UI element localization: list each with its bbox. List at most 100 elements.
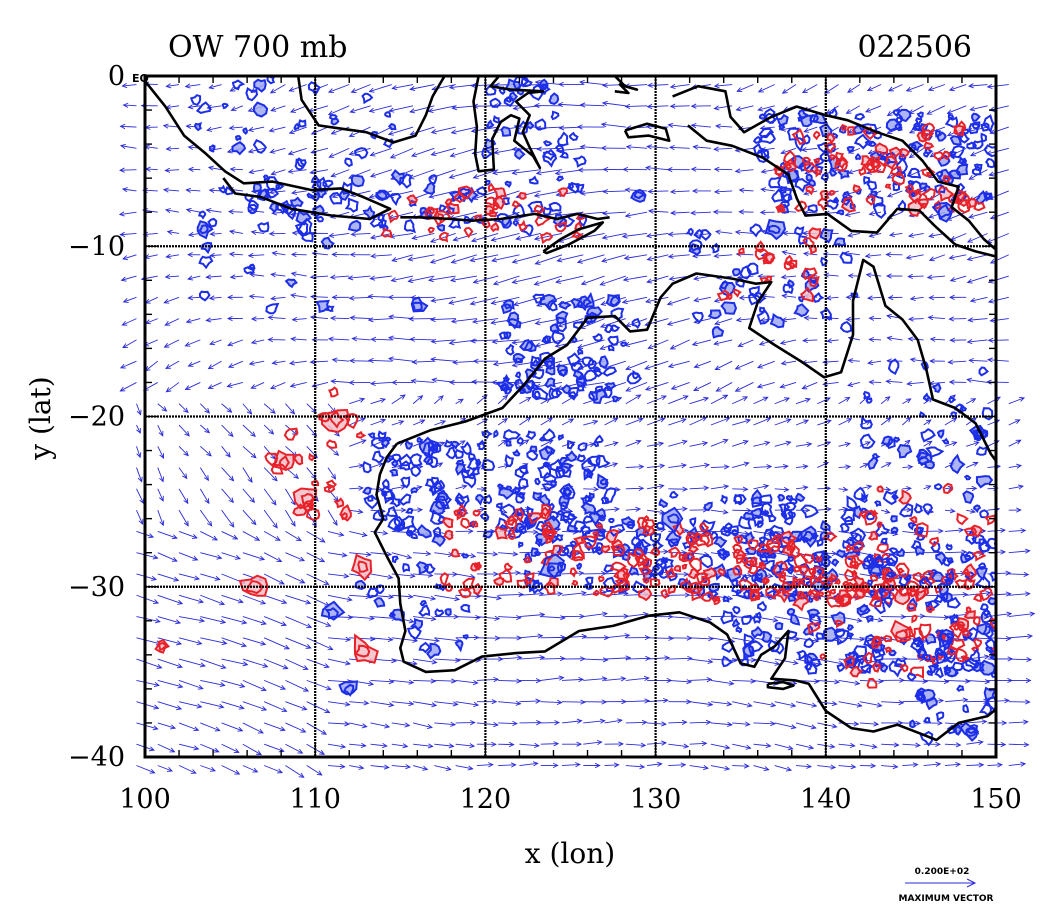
wind-vector	[693, 296, 712, 303]
wind-vector	[888, 232, 903, 238]
contour-line	[812, 594, 820, 602]
contour-line	[752, 142, 763, 156]
contour-line	[983, 144, 996, 158]
contour-line	[928, 536, 940, 548]
wind-vector	[452, 359, 477, 365]
wind-vector	[844, 211, 860, 217]
contour-line	[421, 440, 435, 460]
wind-vector	[668, 679, 693, 685]
contour-line	[617, 578, 631, 593]
wind-vector	[906, 381, 924, 387]
wind-vector	[455, 701, 480, 707]
wind-vector	[226, 315, 243, 322]
contour-line	[296, 157, 307, 168]
contour-line	[948, 169, 962, 180]
wind-vector	[369, 275, 392, 281]
wind-vector	[184, 83, 201, 89]
wind-vector	[327, 509, 338, 526]
wind-vector	[738, 187, 754, 193]
wind-vector	[779, 382, 797, 389]
contour-line	[307, 81, 321, 97]
wind-vector	[157, 530, 178, 540]
contour-line	[819, 576, 828, 586]
wind-vector	[430, 296, 456, 303]
contour-fill	[411, 297, 428, 312]
reference-vector-value: 0.200E+02	[915, 867, 970, 877]
contour-line	[784, 162, 792, 170]
wind-vector	[989, 317, 1009, 323]
contour-fill	[897, 445, 912, 458]
wind-vector	[966, 339, 988, 345]
wind-vector	[430, 356, 456, 363]
wind-vector	[604, 762, 620, 768]
wind-vector	[221, 637, 247, 648]
wind-vector	[391, 379, 414, 386]
wind-vector	[389, 147, 414, 159]
wind-vector	[263, 552, 283, 563]
contour-line	[980, 132, 988, 142]
wind-vector	[625, 417, 644, 426]
contour-line	[935, 650, 947, 665]
contour-line	[548, 201, 562, 212]
contour-line	[572, 155, 587, 168]
contour-line	[805, 185, 815, 196]
contour-line	[525, 379, 536, 391]
contour-line	[265, 187, 280, 199]
wind-vector	[228, 251, 243, 257]
contour-line	[459, 192, 468, 202]
contour-line	[837, 168, 850, 180]
wind-vector	[668, 592, 691, 598]
wind-vector	[450, 254, 478, 264]
contour-line	[948, 395, 957, 404]
wind-vector	[774, 440, 792, 447]
contour-line	[914, 526, 922, 535]
contour-line	[942, 175, 952, 183]
contour-line	[891, 171, 906, 186]
contour-line	[725, 293, 733, 301]
contour-line	[866, 677, 878, 689]
contour-line	[776, 205, 784, 213]
wind-vector	[330, 169, 350, 178]
contour-line	[810, 566, 825, 580]
wind-vector	[693, 360, 712, 369]
contour-line	[807, 204, 818, 214]
wind-vector	[498, 655, 523, 661]
contour-line	[979, 509, 990, 519]
wind-vector	[413, 551, 432, 557]
wind-vector	[498, 591, 525, 598]
contour-line	[463, 226, 474, 239]
wind-vector	[646, 395, 667, 405]
wind-vector	[753, 530, 773, 536]
contour-line	[534, 477, 541, 486]
wind-vector	[348, 147, 371, 156]
wind-vector	[847, 232, 860, 238]
contour-line	[913, 122, 922, 131]
wind-vector	[668, 486, 689, 492]
contour-line	[919, 730, 934, 747]
contour-line	[735, 625, 743, 634]
contour-line	[551, 331, 566, 345]
wind-vector	[349, 742, 367, 748]
contour-line	[626, 551, 641, 569]
wind-vector	[908, 147, 924, 159]
wind-vector	[604, 613, 630, 619]
contour-line	[387, 209, 400, 224]
contour-fill	[286, 279, 297, 287]
contour-line	[738, 515, 752, 530]
contour-line	[800, 530, 819, 543]
contour-line	[555, 310, 569, 325]
contour-line	[890, 619, 911, 643]
contour-line	[381, 478, 390, 489]
contour-line	[306, 192, 314, 199]
wind-vector	[579, 144, 605, 150]
wind-vector	[200, 743, 220, 753]
wind-vector	[710, 394, 729, 405]
wind-vector	[519, 396, 532, 405]
contour-line	[326, 439, 338, 449]
contour-line	[481, 459, 496, 471]
wind-vector	[350, 231, 371, 237]
wind-vector	[429, 316, 456, 323]
contour-line	[539, 83, 549, 91]
contour-line	[813, 157, 820, 164]
contour-line	[566, 439, 575, 450]
